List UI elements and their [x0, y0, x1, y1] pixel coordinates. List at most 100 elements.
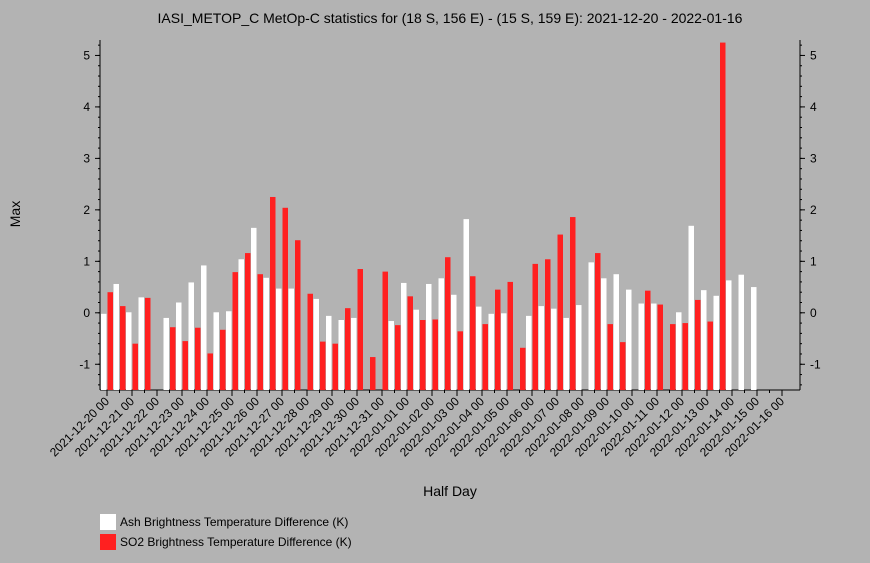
bar-so2	[220, 329, 226, 390]
bar-so2	[707, 321, 713, 390]
bar-so2	[432, 319, 438, 390]
bar-ash	[126, 312, 132, 390]
bar-so2	[520, 347, 526, 390]
bar-so2	[357, 269, 363, 390]
y-tick-label: 3	[83, 151, 90, 165]
bar-so2	[682, 323, 688, 390]
bar-ash	[613, 274, 619, 390]
y-tick-label: 5	[83, 48, 90, 62]
bar-so2	[320, 341, 326, 390]
bar-so2	[182, 341, 188, 390]
bar-ash	[526, 315, 532, 390]
bar-so2	[257, 274, 263, 390]
bar-so2	[282, 207, 288, 390]
bar-so2	[557, 234, 563, 390]
bar-ash	[251, 227, 257, 390]
bar-so2	[620, 342, 626, 390]
bar-so2	[470, 276, 476, 390]
bar-so2	[545, 259, 551, 390]
bar-so2	[270, 196, 276, 390]
bar-so2	[532, 263, 538, 390]
bar-ash	[751, 287, 757, 390]
y-tick-label: 2	[83, 203, 90, 217]
y-tick-label-right: 3	[810, 151, 817, 165]
bar-ash	[676, 312, 682, 390]
bar-so2	[170, 327, 176, 390]
bar-so2	[495, 289, 501, 390]
bar-ash	[176, 302, 182, 390]
bar-ash	[638, 303, 644, 390]
bar-so2	[657, 304, 663, 390]
bar-so2	[145, 297, 151, 390]
x-axis-label: Half Day	[423, 483, 477, 499]
legend-swatch-so2	[100, 534, 116, 550]
y-tick-label-right: 4	[810, 100, 817, 114]
bar-ash	[326, 315, 332, 390]
bar-ash	[276, 288, 282, 390]
bar-ash	[263, 277, 269, 390]
y-tick-label: 4	[83, 100, 90, 114]
bar-ash	[338, 320, 344, 390]
legend-item-so2: SO2 Brightness Temperature Difference (K…	[100, 532, 352, 552]
y-axis-label: Max	[7, 201, 23, 227]
bar-ash	[601, 278, 607, 390]
y-tick-label-right: 2	[810, 203, 817, 217]
bar-ash	[388, 321, 394, 390]
bar-ash	[538, 306, 544, 390]
chart-title: IASI_METOP_C MetOp-C statistics for (18 …	[158, 10, 743, 26]
bar-ash	[201, 265, 207, 390]
bar-so2	[120, 306, 126, 390]
legend: Ash Brightness Temperature Difference (K…	[100, 512, 352, 552]
bar-ash	[588, 262, 594, 390]
bar-ash	[413, 309, 419, 390]
bar-ash	[701, 290, 707, 390]
bar-so2	[232, 272, 238, 390]
bar-so2	[595, 253, 601, 390]
bar-so2	[695, 299, 701, 390]
bar-so2	[607, 324, 613, 390]
bar-ash	[563, 317, 569, 390]
bar-so2	[507, 281, 513, 390]
bar-so2	[307, 293, 313, 390]
y-tick-label: 1	[83, 254, 90, 268]
bar-ash	[113, 283, 119, 390]
legend-label-ash: Ash Brightness Temperature Difference (K…	[120, 515, 349, 529]
y-tick-label: 0	[83, 306, 90, 320]
y-tick-label: -1	[79, 357, 90, 371]
bar-ash	[163, 317, 169, 390]
y-tick-label-right: 5	[810, 48, 817, 62]
bar-ash	[626, 289, 632, 390]
legend-swatch-ash	[100, 514, 116, 530]
bar-so2	[195, 327, 201, 390]
bar-so2	[245, 253, 251, 390]
bar-so2	[645, 290, 651, 390]
bar-ash	[351, 317, 357, 390]
bar-ash	[551, 308, 557, 390]
bar-so2	[457, 331, 463, 390]
bar-ash	[713, 295, 719, 390]
bar-ash	[688, 225, 694, 390]
bar-ash	[401, 282, 407, 390]
bar-ash	[226, 311, 232, 390]
bar-ash	[238, 259, 244, 390]
bar-so2	[482, 324, 488, 390]
bar-so2	[407, 296, 413, 390]
bar-so2	[420, 320, 426, 390]
y-tick-label-right: -1	[810, 357, 821, 371]
bar-so2	[670, 324, 676, 390]
bar-so2	[107, 292, 113, 390]
bar-ash	[576, 305, 582, 390]
bar-ash	[188, 282, 194, 390]
bar-ash	[738, 274, 744, 390]
bar-ash	[313, 298, 319, 390]
bar-ash	[101, 313, 107, 390]
bar-so2	[295, 240, 301, 390]
bar-so2	[570, 217, 576, 390]
bar-ash	[426, 283, 432, 390]
bar-ash	[726, 280, 732, 390]
bar-ash	[288, 288, 294, 390]
bar-ash	[451, 294, 457, 390]
bar-so2	[332, 343, 338, 390]
